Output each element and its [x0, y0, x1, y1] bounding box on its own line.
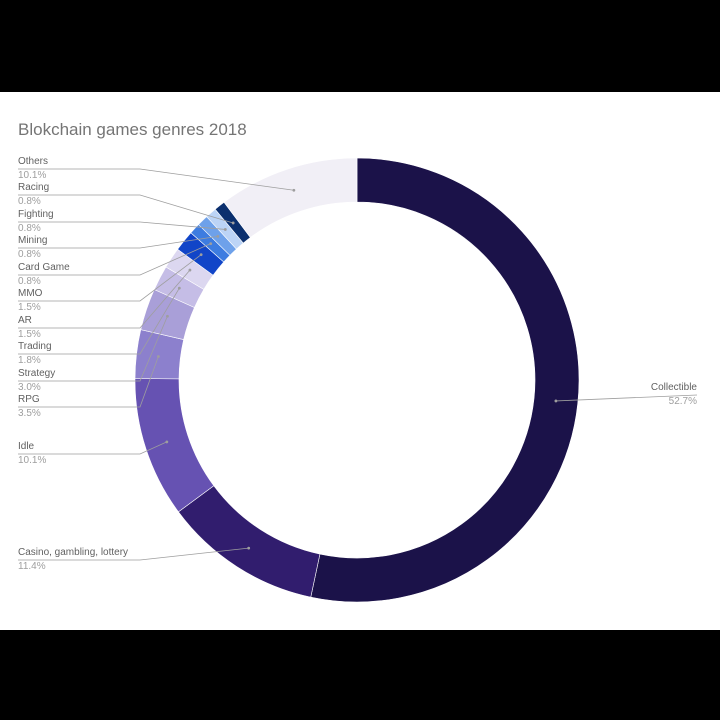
leaders-group [18, 168, 698, 561]
labels-group: Collectible 52.7% Casino, gambling, lotter… [18, 156, 697, 572]
label-card-game: Card Game [18, 262, 70, 273]
slice-idle [134, 378, 215, 513]
chart-canvas: Blokchain games genres 2018 Collectible 5… [0, 92, 720, 630]
value-rpg: 3.5% [18, 408, 41, 419]
chart-title: Blokchain games genres 2018 [18, 120, 247, 139]
slices-group [134, 157, 580, 603]
label-mining: Mining [18, 235, 47, 246]
leader-line-trading [18, 287, 180, 355]
value-casino-gambling-lottery: 11.4% [18, 561, 46, 572]
leader-line-strategy [18, 316, 168, 382]
label-strategy: Strategy [18, 368, 55, 379]
leader-line-fighting [18, 221, 226, 230]
value-fighting: 0.8% [18, 223, 41, 234]
leader-dot-racing [231, 221, 235, 225]
value-racing: 0.8% [18, 196, 41, 207]
label-collectible: Collectible [651, 382, 698, 393]
value-collectible: 52.7% [669, 396, 697, 407]
value-card-game: 0.8% [18, 276, 41, 287]
value-trading: 1.8% [18, 355, 41, 366]
label-casino-gambling-lottery: Casino, gambling, lottery [18, 547, 128, 558]
value-strategy: 3.0% [18, 382, 41, 393]
leader-line-collectible [555, 394, 698, 402]
leader-dot-collectible [554, 399, 558, 403]
slice-collectible [310, 157, 580, 603]
leader-line-rpg [18, 356, 159, 408]
label-mmo: MMO [18, 288, 43, 299]
leader-line-card-game [18, 243, 211, 276]
leader-line-mmo [18, 254, 202, 302]
leader-line-mining [18, 235, 218, 249]
leader-line-others [18, 168, 294, 191]
value-idle: 10.1% [18, 455, 46, 466]
label-others: Others [18, 156, 48, 167]
label-fighting: Fighting [18, 209, 54, 220]
slice-casino-gambling-lottery [177, 485, 321, 598]
label-idle: Idle [18, 441, 35, 452]
leader-line-racing [18, 194, 234, 224]
label-racing: Racing [18, 182, 49, 193]
leader-line-ar [18, 269, 191, 329]
label-trading: Trading [18, 341, 52, 352]
leader-line-casino-gambling-lottery [18, 547, 249, 561]
leader-line-idle [18, 441, 167, 455]
value-others: 10.1% [18, 170, 46, 181]
donut-chart: Collectible 52.7% Casino, gambling, lotter… [18, 156, 698, 603]
label-rpg: RPG [18, 394, 40, 405]
value-mining: 0.8% [18, 249, 41, 260]
label-ar: AR [18, 315, 32, 326]
value-ar: 1.5% [18, 329, 41, 340]
slice-others [223, 157, 358, 238]
value-mmo: 1.5% [18, 302, 41, 313]
